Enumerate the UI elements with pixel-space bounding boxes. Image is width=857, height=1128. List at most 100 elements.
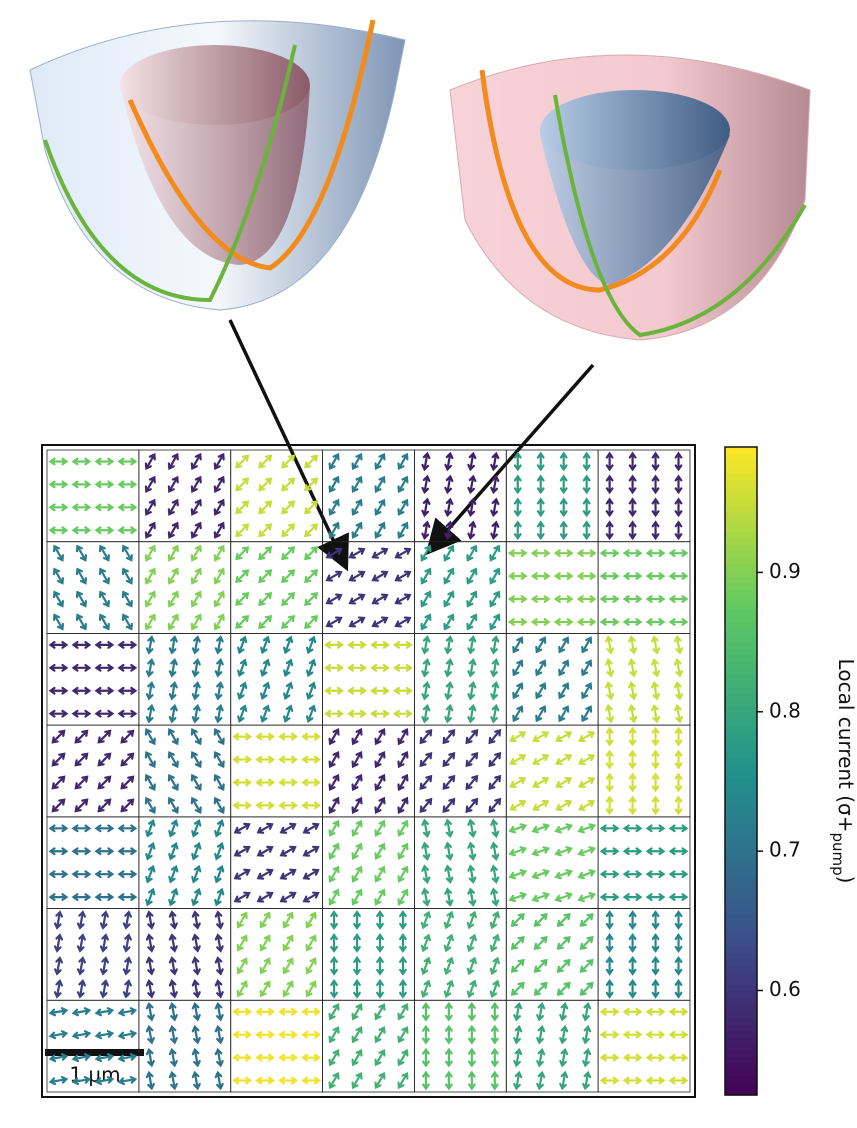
current-arrow (490, 1047, 499, 1068)
current-arrow (420, 544, 432, 562)
current-arrow (94, 663, 115, 672)
current-arrow (443, 567, 455, 585)
current-arrow (98, 544, 110, 562)
current-arrow (191, 864, 202, 884)
colorbar-segment (725, 447, 757, 455)
current-arrow (144, 728, 156, 746)
current-arrow (258, 592, 273, 607)
current-arrow (304, 546, 319, 561)
current-arrow (536, 520, 545, 541)
current-arrow (466, 544, 478, 562)
colorbar-segment (725, 615, 757, 623)
current-arrow (94, 480, 115, 489)
current-arrow (532, 776, 550, 788)
colorbar-segment (725, 596, 757, 604)
current-arrow (628, 680, 638, 701)
domain-boundary (414, 999, 507, 1093)
current-arrow (371, 616, 389, 628)
current-arrow (255, 1030, 276, 1039)
current-arrow (420, 613, 432, 631)
colorbar-segment (725, 660, 757, 668)
colorbar-segment (725, 887, 757, 895)
current-arrow (94, 1030, 115, 1040)
current-arrow (168, 910, 178, 930)
current-arrow (71, 686, 92, 695)
current-arrow (48, 847, 69, 856)
current-arrow (605, 451, 614, 472)
current-arrow (117, 847, 138, 856)
current-arrow (120, 775, 135, 790)
current-arrow (467, 864, 477, 884)
current-arrow (465, 729, 479, 745)
current-arrow (374, 498, 386, 516)
current-arrow (214, 680, 224, 701)
current-arrow (393, 640, 413, 649)
current-arrow (582, 497, 591, 518)
current-arrow (555, 731, 573, 743)
current-arrow (260, 704, 271, 723)
current-arrow (351, 796, 363, 814)
current-arrow (442, 751, 456, 768)
current-arrow (301, 732, 322, 741)
colorbar-segment (725, 479, 757, 487)
domain-boundary (597, 908, 691, 1001)
current-arrow (144, 590, 156, 608)
current-arrow (98, 567, 110, 585)
current-arrow (191, 910, 201, 930)
current-arrow (278, 1007, 299, 1016)
current-arrow (651, 497, 660, 518)
current-arrow (353, 933, 361, 953)
current-arrow (351, 452, 363, 471)
current-arrow (489, 613, 501, 631)
current-arrow (397, 521, 409, 539)
current-arrow (190, 590, 202, 608)
current-arrow (421, 703, 431, 724)
current-arrow (145, 887, 156, 907)
current-arrow (98, 590, 110, 608)
current-arrow (578, 776, 596, 788)
current-arrow (444, 635, 454, 655)
current-arrow (466, 979, 477, 999)
current-arrow (305, 635, 317, 655)
current-arrow (490, 520, 500, 541)
current-arrow (94, 686, 115, 695)
current-arrow (167, 750, 179, 769)
current-arrow (577, 823, 596, 834)
current-arrow (328, 521, 340, 539)
current-arrow (122, 979, 132, 999)
current-arrow (444, 497, 454, 518)
current-arrow (466, 613, 478, 631)
current-arrow (651, 933, 660, 953)
current-arrow (674, 978, 683, 999)
current-arrow (673, 703, 684, 724)
colorbar-segment (725, 725, 757, 733)
current-arrow (420, 979, 432, 999)
current-arrow (651, 680, 661, 701)
current-arrow (674, 474, 683, 495)
scale-bar (45, 1049, 144, 1056)
current-arrow (97, 775, 112, 790)
current-arrow (117, 709, 138, 718)
current-arrow (605, 474, 614, 495)
current-arrow (421, 887, 431, 907)
current-arrow (512, 705, 524, 723)
current-arrow (651, 955, 660, 976)
current-arrow (513, 1047, 523, 1068)
current-arrow (489, 979, 500, 999)
current-arrow (117, 1075, 138, 1086)
domain-boundary (414, 449, 507, 543)
current-arrow (371, 570, 389, 582)
colorbar-segment (725, 848, 757, 856)
current-arrow (328, 1026, 340, 1044)
current-arrow (490, 841, 500, 862)
current-arrow (582, 1001, 592, 1022)
current-arrow (235, 569, 250, 584)
current-arrow (144, 544, 156, 562)
current-arrow (168, 1001, 178, 1022)
current-arrow (76, 910, 86, 930)
current-arrow (351, 842, 363, 860)
current-arrow (374, 819, 386, 837)
colorbar-segment (725, 667, 757, 675)
current-arrow (351, 728, 363, 746)
current-arrow (536, 1001, 546, 1022)
